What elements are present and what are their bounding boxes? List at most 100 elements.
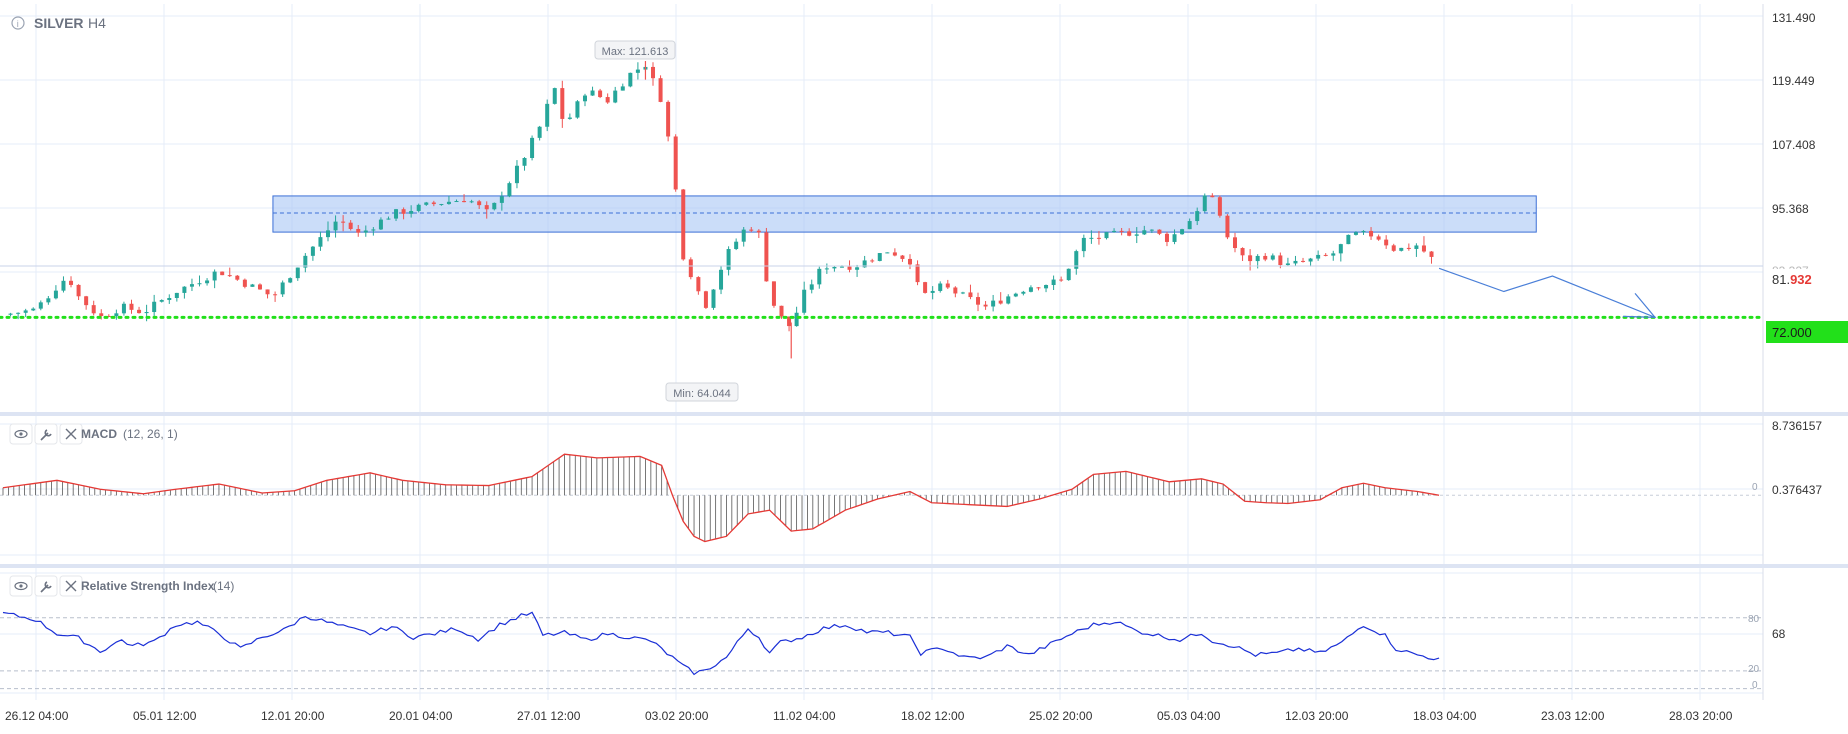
candle-body xyxy=(1278,255,1283,266)
candle-body xyxy=(877,253,882,261)
candle-body xyxy=(628,72,633,87)
candle-body xyxy=(341,221,346,223)
candle-body xyxy=(1353,232,1358,235)
date-tick: 03.02 20:00 xyxy=(645,709,709,723)
date-tick: 23.03 12:00 xyxy=(1541,709,1605,723)
symbol-label: SILVER xyxy=(34,15,84,31)
price-axis: 131.490 119.449 107.408 95.368 83.327 81… xyxy=(1766,11,1848,343)
candle-body xyxy=(968,292,973,298)
candle-body xyxy=(673,136,678,190)
candle-body xyxy=(1233,237,1237,249)
candle-body xyxy=(84,296,89,306)
candle-body xyxy=(1248,255,1253,262)
candle-body xyxy=(703,291,708,308)
candle-body xyxy=(862,260,867,268)
candle-body xyxy=(545,103,550,127)
candle-body xyxy=(635,69,640,73)
min-label: Min: 64.044 xyxy=(665,382,739,402)
rsi-header: Relative Strength Index (14) 68 80 20 0 xyxy=(9,575,1786,691)
candle-body xyxy=(16,312,21,314)
candle-body xyxy=(794,312,799,327)
candle-body xyxy=(1316,254,1321,259)
candle-body xyxy=(310,246,315,256)
candle-body xyxy=(1399,247,1404,251)
candle-body xyxy=(620,86,625,91)
candle-body xyxy=(99,313,104,316)
candle-body xyxy=(998,300,1003,304)
min-label-text: Min: 64.044 xyxy=(673,388,730,400)
panel-separator-rsi[interactable] xyxy=(0,564,1848,568)
candle-body xyxy=(1421,245,1426,252)
resistance-zone-layer[interactable] xyxy=(272,195,1537,233)
candle-body xyxy=(378,219,383,230)
current-price-label: 81.932 xyxy=(1772,272,1812,287)
candle-body xyxy=(658,78,663,102)
candle-body xyxy=(1021,291,1026,294)
candle-body xyxy=(333,221,338,231)
candle-body xyxy=(938,283,943,291)
candle-body xyxy=(1089,237,1094,239)
candle-body xyxy=(787,316,792,327)
info-icon[interactable] xyxy=(11,16,25,30)
price-tick: 131.490 xyxy=(1772,11,1816,25)
candle-body xyxy=(923,282,928,293)
info-icon-glyph: i xyxy=(17,19,19,29)
macd-tick-current: 0.376437 xyxy=(1772,483,1822,497)
macd-tick-top: 8.736157 xyxy=(1772,419,1822,433)
eye-icon xyxy=(14,581,28,591)
candle-body xyxy=(915,264,920,283)
candle-body xyxy=(242,279,247,287)
candle-body xyxy=(1164,233,1169,242)
annotation-layer[interactable] xyxy=(0,265,1765,319)
candle-body xyxy=(61,280,66,291)
candle-body xyxy=(363,230,368,233)
candle-body xyxy=(1134,234,1139,236)
candle-body xyxy=(1391,245,1396,251)
candle-body xyxy=(605,97,610,103)
candle-body xyxy=(514,165,519,184)
date-tick: 11.02 04:00 xyxy=(773,709,836,723)
candle-body xyxy=(885,252,890,254)
price-tick: 95.368 xyxy=(1772,202,1809,216)
chart-header: i SILVER H4 xyxy=(11,15,106,31)
candle-body xyxy=(212,271,217,281)
candle-body xyxy=(1013,293,1018,297)
rsi-layer xyxy=(0,611,1763,690)
candle-body xyxy=(749,229,754,231)
candle-body xyxy=(1142,230,1147,235)
candle-body xyxy=(348,222,353,229)
candle-body xyxy=(1210,195,1215,198)
panel-separator-macd[interactable] xyxy=(0,412,1848,416)
candle-body xyxy=(711,289,716,308)
candle-body xyxy=(1376,236,1381,240)
close-icon xyxy=(65,580,77,592)
candle-body xyxy=(892,252,897,256)
candle-body xyxy=(976,297,981,305)
candle-body xyxy=(613,90,618,103)
candle-body xyxy=(1270,255,1275,260)
candle-body xyxy=(1384,239,1389,246)
candle-body xyxy=(53,290,58,299)
projection-path[interactable] xyxy=(1438,267,1656,318)
candle-body xyxy=(326,230,331,238)
candle-body xyxy=(1127,231,1132,236)
candle-body xyxy=(839,266,844,268)
rsi-tick: 68 xyxy=(1772,627,1786,641)
rsi-params: (14) xyxy=(213,579,234,593)
candle-body xyxy=(1172,234,1177,242)
candle-body xyxy=(855,267,860,270)
candle-body xyxy=(522,158,527,166)
candle-body xyxy=(1361,230,1366,233)
candle-body xyxy=(824,268,829,270)
macd-label: MACD xyxy=(81,427,117,441)
resistance-zone[interactable] xyxy=(272,195,1537,233)
candle-body xyxy=(1096,237,1101,239)
candle-body xyxy=(31,308,36,311)
max-label: Max: 121.613 xyxy=(594,40,676,60)
support-price-label: 72.000 xyxy=(1772,325,1812,340)
price-tick: 107.408 xyxy=(1772,138,1816,152)
rsi-level-label: 20 xyxy=(1748,664,1760,675)
eye-icon xyxy=(14,429,28,439)
